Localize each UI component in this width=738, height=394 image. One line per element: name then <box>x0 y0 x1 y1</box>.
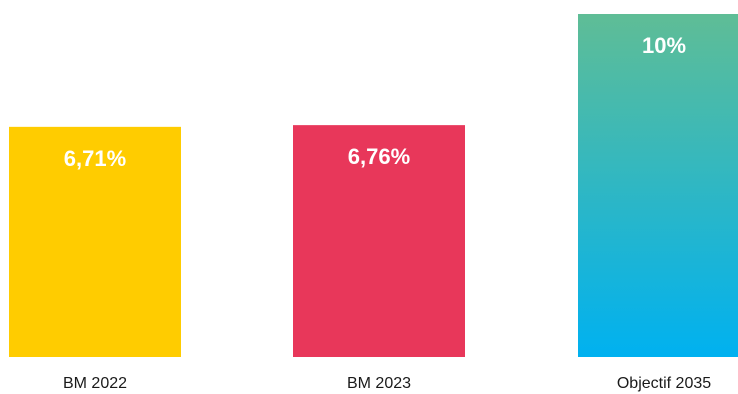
bar-3 <box>578 14 738 357</box>
bar-value-label-3: 10% <box>642 33 686 58</box>
category-label-1: BM 2022 <box>63 375 127 392</box>
bar-1 <box>9 126 181 357</box>
category-label-3: Objectif 2035 <box>617 375 711 392</box>
category-labels-layer: BM 2022 BM 2023 Objectif 2035 <box>63 375 711 392</box>
bar-2 <box>293 125 465 357</box>
bars-layer <box>9 14 738 357</box>
value-labels-layer: 6,71% 6,76% 10% <box>64 33 686 171</box>
bar-value-label-2: 6,76% <box>348 144 410 169</box>
bar-value-label-1: 6,71% <box>64 146 126 171</box>
category-label-2: BM 2023 <box>347 375 411 392</box>
